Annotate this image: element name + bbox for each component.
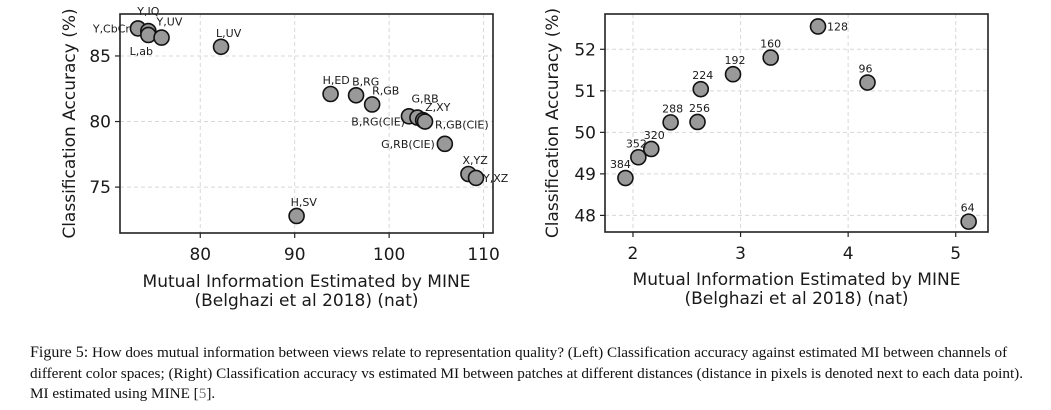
axes-frame	[119, 13, 494, 234]
y-axis-label: Classification Accuracy (%)	[60, 8, 80, 238]
data-point	[689, 113, 706, 131]
y-tick-label: 49	[574, 165, 596, 185]
data-point-label: 192	[725, 54, 746, 67]
data-point-label: R,GB(CIE)	[435, 119, 489, 132]
data-point-label: 384	[610, 158, 631, 171]
data-point	[347, 87, 365, 104]
y-tick-label: 50	[574, 123, 596, 143]
data-point	[288, 207, 305, 225]
data-point-label: 256	[689, 102, 710, 115]
data-point	[363, 96, 381, 113]
data-point	[960, 213, 977, 230]
data-point	[642, 140, 660, 158]
data-point-label: 64	[961, 202, 975, 215]
data-point-label: B,RG	[352, 75, 379, 88]
data-point-label: L,ab	[130, 45, 153, 58]
x-axis-label-line2: (Belghazi et al 2018) (nat)	[194, 291, 418, 311]
data-point	[436, 135, 454, 153]
x-tick-label: 4	[843, 244, 854, 264]
x-tick-label: 80	[189, 245, 211, 265]
x-tick-label: 2	[628, 244, 639, 264]
left-chart-panel: 80 90 100 110758085Y,CbCrY,IQL,abY,UVL,UVH,…	[60, 5, 509, 311]
data-point-label: Z,XY	[425, 101, 451, 114]
x-tick-label: 90	[284, 245, 306, 265]
data-point	[140, 26, 157, 44]
caption-text: How does mutual information between view…	[30, 344, 1024, 402]
data-point-label: L,UV	[216, 27, 242, 40]
x-axis-label-line2: (Belghazi et al 2018) (nat)	[684, 289, 908, 309]
figure: 80 90 100 110758085Y,CbCrY,IQL,abY,UVL,UVH,…	[60, 5, 989, 311]
data-point-label: 128	[827, 20, 848, 33]
x-tick-label: 110	[467, 245, 499, 265]
y-tick-label: 52	[574, 40, 596, 60]
data-point	[692, 80, 710, 98]
data-point	[416, 113, 434, 130]
figure-label: Figure 5:	[30, 344, 89, 361]
figure-caption: Figure 5: How does mutual information be…	[30, 343, 1030, 405]
data-point-label: 160	[760, 38, 781, 51]
data-point-label: 96	[859, 63, 873, 76]
data-point-label: R,GB	[372, 84, 399, 97]
data-point-label: 352	[626, 137, 647, 150]
y-tick-label: 51	[574, 82, 596, 102]
data-point	[322, 85, 339, 103]
y-tick-label: 80	[89, 113, 111, 133]
data-point	[762, 49, 779, 66]
data-point	[809, 18, 827, 35]
data-point	[212, 38, 230, 56]
data-point-label: G,RB	[411, 93, 438, 106]
data-point	[630, 148, 647, 166]
data-point-label: H,ED	[323, 74, 350, 87]
data-point-label: G,RB(CIE)	[381, 138, 435, 151]
data-point-label: X,YZ	[462, 154, 488, 167]
y-tick-label: 75	[89, 178, 111, 198]
right-chart-panel: 2 3 4 5 48 49 50 51 52 128 160 96 192 224 288 256 320352…	[543, 8, 989, 309]
y-tick-label: 48	[574, 206, 596, 226]
y-axis-label: Classification Accuracy (%)	[543, 8, 563, 238]
data-point	[153, 29, 170, 46]
x-axis-label: Mutual Information Estimated by MINE	[143, 272, 471, 292]
data-point-label: 224	[692, 69, 713, 82]
data-point	[617, 169, 634, 187]
data-point-label: 288	[662, 102, 683, 115]
data-point-label: Y,XZ	[482, 172, 509, 185]
data-point	[859, 74, 876, 91]
data-point-label: Y,UV	[156, 16, 183, 29]
data-point	[467, 169, 485, 187]
axes-frame	[604, 13, 989, 233]
data-point-label: H,SV	[291, 196, 318, 209]
x-tick-label: 100	[373, 245, 405, 265]
x-tick-label: 3	[735, 244, 746, 264]
y-tick-label: 85	[89, 47, 111, 67]
data-point	[724, 65, 742, 83]
x-axis-label: Mutual Information Estimated by MINE	[633, 270, 961, 290]
caption-text-end: ].	[206, 385, 216, 402]
citation-link[interactable]: 5	[198, 385, 207, 402]
x-tick-label: 5	[950, 244, 961, 264]
data-point	[662, 114, 679, 131]
data-point-label: B,RG(CIE)	[351, 115, 405, 128]
data-point-label: 320	[644, 129, 665, 142]
data-point-label: Y,CbCr	[92, 22, 131, 35]
